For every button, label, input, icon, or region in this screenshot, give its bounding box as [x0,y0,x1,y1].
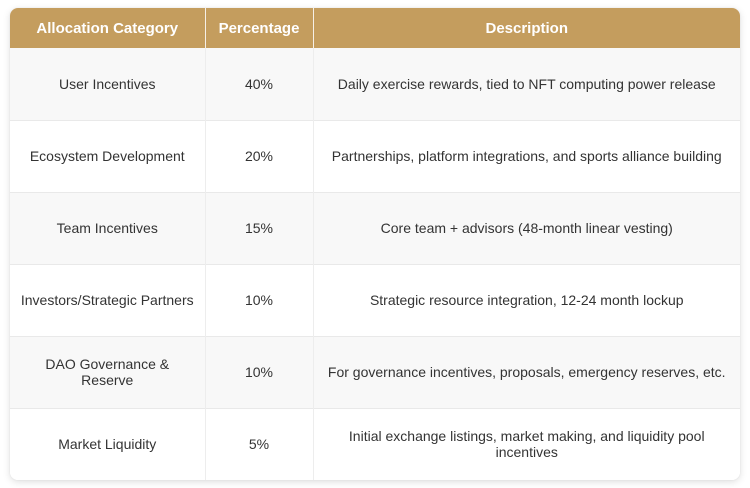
category-cell: Team Incentives [10,191,206,264]
category-cell: Market Liquidity [10,407,206,480]
column-header-allocation-category: Allocation Category [10,8,206,48]
description-cell: For governance incentives, proposals, em… [313,335,740,408]
header-row: Allocation Category Percentage Descripti… [10,8,740,48]
description-cell: Daily exercise rewards, tied to NFT comp… [313,48,740,120]
allocation-table-card: Allocation Category Percentage Descripti… [10,8,740,480]
percentage-cell: 10% [205,335,314,408]
table-row: Ecosystem Development 20% Partnerships, … [10,119,740,192]
table-row: Investors/Strategic Partners 10% Strateg… [10,263,740,336]
category-cell: DAO Governance & Reserve [10,335,206,408]
allocation-table-body: User Incentives 40% Daily exercise rewar… [10,48,740,480]
category-cell: Investors/Strategic Partners [10,263,206,336]
description-cell: Initial exchange listings, market making… [313,407,740,480]
description-cell: Strategic resource integration, 12-24 mo… [313,263,740,336]
percentage-cell: 10% [205,263,314,336]
table-row: DAO Governance & Reserve 10% For governa… [10,335,740,408]
column-header-description: Description [313,8,740,48]
table-row: Team Incentives 15% Core team + advisors… [10,191,740,264]
table-row: Market Liquidity 5% Initial exchange lis… [10,407,740,480]
percentage-cell: 5% [205,407,314,480]
description-cell: Core team + advisors (48-month linear ve… [313,191,740,264]
allocation-table-header: Allocation Category Percentage Descripti… [10,8,740,48]
allocation-table: Allocation Category Percentage Descripti… [10,8,740,480]
category-cell: User Incentives [10,48,206,120]
column-header-percentage: Percentage [205,8,314,48]
percentage-cell: 20% [205,119,314,192]
description-cell: Partnerships, platform integrations, and… [313,119,740,192]
percentage-cell: 40% [205,48,314,120]
table-row: User Incentives 40% Daily exercise rewar… [10,48,740,120]
category-cell: Ecosystem Development [10,119,206,192]
percentage-cell: 15% [205,191,314,264]
